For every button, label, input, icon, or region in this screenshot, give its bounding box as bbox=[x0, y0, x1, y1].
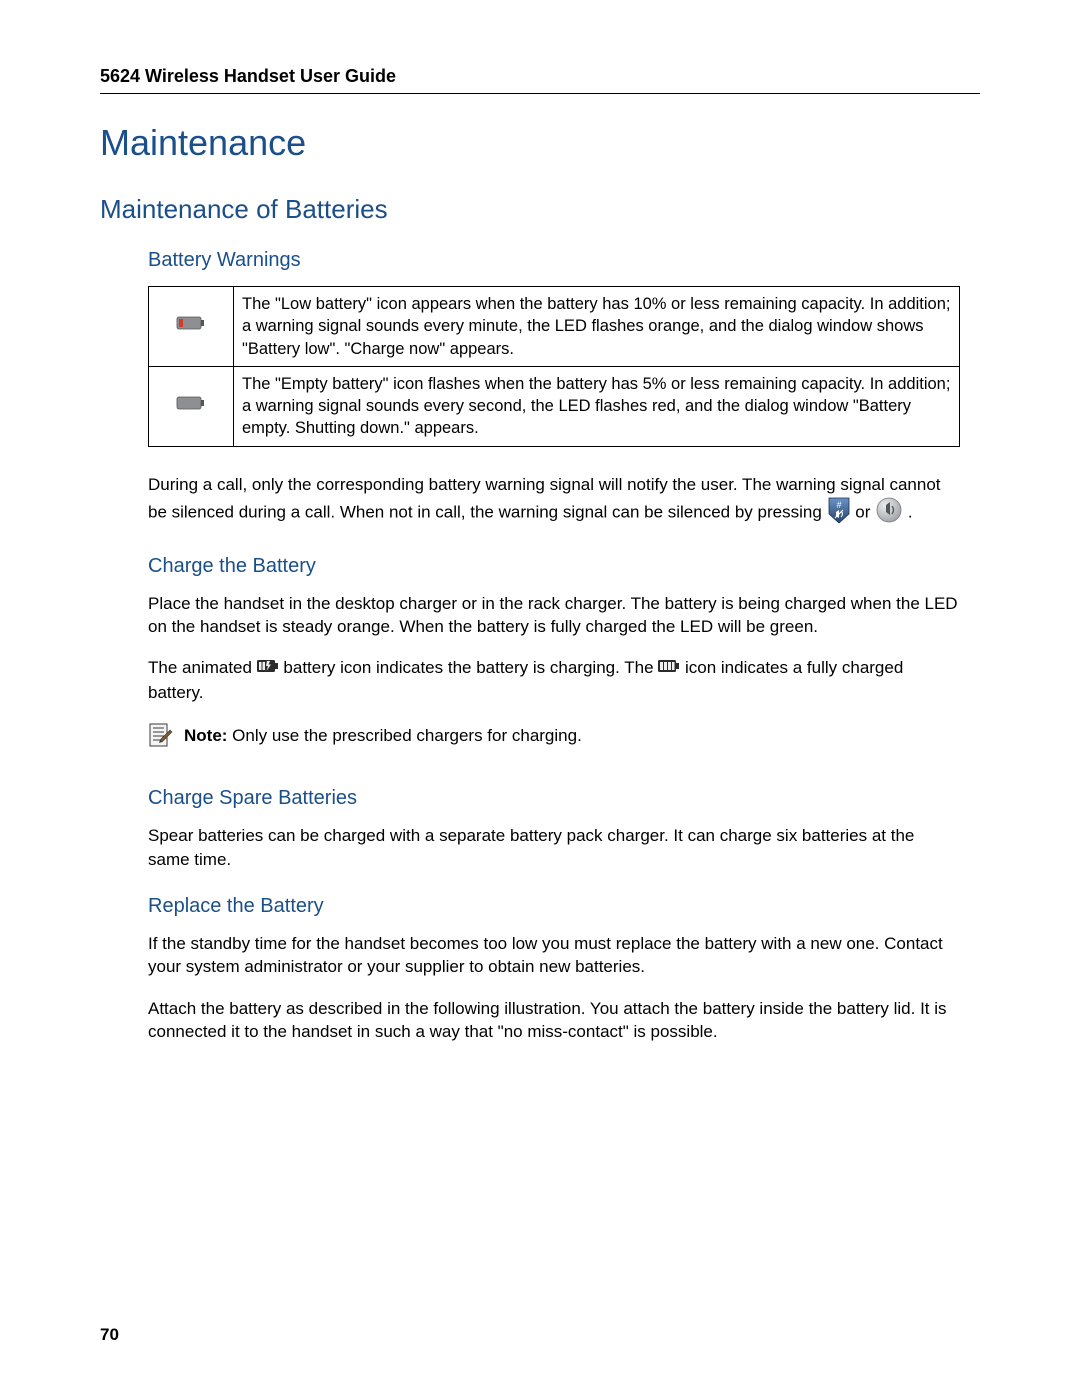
mute-key-icon: # bbox=[827, 496, 851, 530]
charge-battery-title: Charge the Battery bbox=[148, 555, 960, 578]
note-block: Note: Only use the prescribed chargers f… bbox=[148, 722, 960, 753]
section-title-h2: Maintenance of Batteries bbox=[100, 194, 980, 225]
table-cell-text: The "Empty battery" icon flashes when th… bbox=[234, 366, 960, 446]
note-icon bbox=[148, 722, 174, 753]
replace-battery-p2: Attach the battery as described in the f… bbox=[148, 997, 960, 1044]
replace-battery-p1: If the standby time for the handset beco… bbox=[148, 932, 960, 979]
silence-warning-text: During a call, only the corresponding ba… bbox=[148, 473, 960, 531]
replace-battery-title: Replace the Battery bbox=[148, 895, 960, 918]
page-title-h1: Maintenance bbox=[100, 122, 980, 164]
table-row: The "Empty battery" icon flashes when th… bbox=[149, 366, 960, 446]
replace-battery-section: Replace the Battery If the standby time … bbox=[148, 895, 960, 1044]
note-body: Only use the prescribed chargers for cha… bbox=[227, 726, 581, 745]
charge-battery-p2: The animated battery icon indicates the … bbox=[148, 656, 960, 704]
charge-spare-title: Charge Spare Batteries bbox=[148, 787, 960, 810]
charge-battery-section: Charge the Battery Place the handset in … bbox=[148, 555, 960, 754]
svg-text:#: # bbox=[836, 500, 841, 510]
battery-charging-icon bbox=[257, 657, 279, 680]
document-page: 5624 Wireless Handset User Guide Mainten… bbox=[0, 0, 1080, 1397]
table-row: The "Low battery" icon appears when the … bbox=[149, 287, 960, 367]
page-number: 70 bbox=[100, 1325, 119, 1345]
battery-empty-icon bbox=[176, 394, 206, 418]
charge-spare-p1: Spear batteries can be charged with a se… bbox=[148, 824, 960, 871]
header-rule bbox=[100, 93, 980, 94]
table-cell-icon bbox=[149, 366, 234, 446]
header-title: 5624 Wireless Handset User Guide bbox=[100, 66, 980, 93]
note-label: Note: bbox=[184, 726, 227, 745]
battery-full-icon bbox=[658, 657, 680, 680]
text-fragment-period: . bbox=[908, 503, 913, 522]
text-fragment: The animated bbox=[148, 658, 257, 677]
charge-spare-section: Charge Spare Batteries Spear batteries c… bbox=[148, 787, 960, 871]
table-cell-text: The "Low battery" icon appears when the … bbox=[234, 287, 960, 367]
battery-warnings-table: The "Low battery" icon appears when the … bbox=[148, 286, 960, 447]
post-table-paragraph: During a call, only the corresponding ba… bbox=[148, 473, 960, 531]
charge-battery-p1: Place the handset in the desktop charger… bbox=[148, 592, 960, 639]
battery-warnings-section: Battery Warnings The "Low battery" icon … bbox=[148, 249, 960, 447]
text-fragment-or: or bbox=[855, 503, 875, 522]
battery-warnings-title: Battery Warnings bbox=[148, 249, 960, 272]
table-cell-icon bbox=[149, 287, 234, 367]
text-fragment: battery icon indicates the battery is ch… bbox=[283, 658, 658, 677]
battery-low-icon bbox=[176, 314, 206, 338]
note-text: Note: Only use the prescribed chargers f… bbox=[184, 722, 582, 748]
text-fragment: During a call, only the corresponding ba… bbox=[148, 475, 941, 522]
round-button-icon bbox=[875, 496, 903, 530]
